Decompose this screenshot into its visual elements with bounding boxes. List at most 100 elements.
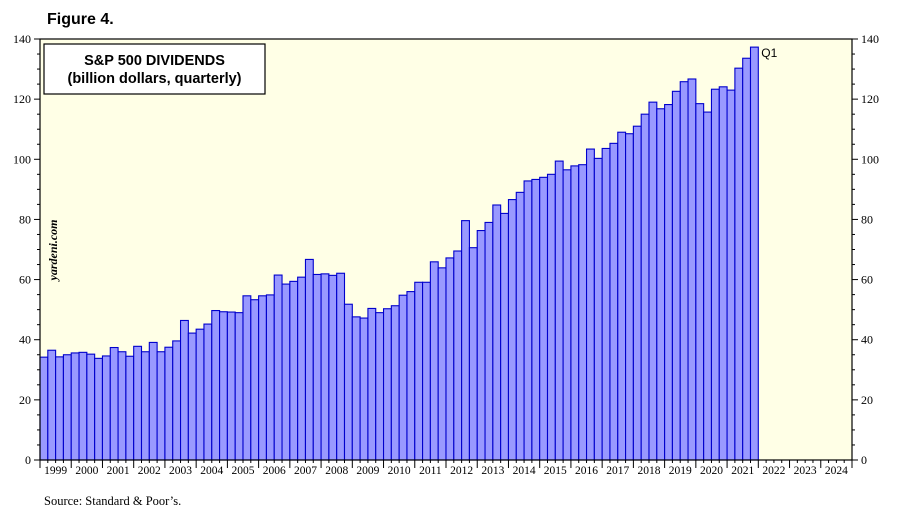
- bar: [406, 291, 416, 461]
- bar: [125, 355, 135, 461]
- y-tick-label-right: 60: [861, 273, 873, 287]
- x-tick-label-year: 1999: [44, 465, 67, 477]
- bar: [109, 346, 119, 461]
- bar: [203, 323, 213, 461]
- bar: [539, 176, 549, 461]
- bar: [523, 180, 533, 461]
- bar: [601, 147, 611, 461]
- bar: [367, 307, 377, 461]
- x-tick-label-year: 2017: [606, 465, 629, 477]
- bar: [593, 157, 603, 461]
- bar: [749, 46, 759, 461]
- bar: [632, 125, 642, 461]
- bar: [39, 356, 49, 461]
- bar: [273, 274, 283, 461]
- bar: [687, 78, 697, 461]
- bar: [133, 345, 143, 461]
- chart-subtitle: (billion dollars, quarterly): [67, 71, 241, 87]
- y-tick-label-left: 80: [19, 212, 31, 226]
- bar: [476, 230, 486, 461]
- bar: [515, 191, 525, 461]
- bar: [625, 133, 634, 461]
- bar: [156, 351, 166, 461]
- bar: [312, 273, 322, 461]
- x-tick-label-year: 2000: [75, 465, 98, 477]
- chart-title-box: S&P 500 DIVIDENDS (billion dollars, quar…: [43, 43, 266, 95]
- bar: [437, 267, 447, 461]
- bar: [640, 113, 650, 461]
- bar: [289, 280, 299, 461]
- bar: [484, 221, 494, 461]
- title-box-frame: [43, 43, 266, 95]
- bar: [500, 212, 510, 461]
- bar: [258, 295, 267, 461]
- bar: [179, 319, 189, 461]
- x-tick-label-year: 2023: [794, 465, 817, 477]
- x-tick-label-year: 2013: [481, 465, 504, 477]
- y-tick-label-right: 140: [861, 32, 879, 46]
- y-tick-label-left: 100: [13, 152, 31, 166]
- bar: [359, 317, 369, 461]
- bar: [546, 173, 556, 461]
- bar: [140, 351, 150, 461]
- y-tick-label-right: 20: [861, 393, 873, 407]
- y-tick-label-left: 0: [25, 453, 31, 467]
- bar: [55, 356, 64, 461]
- bar: [429, 261, 439, 461]
- bar: [492, 204, 502, 461]
- bar: [47, 349, 57, 461]
- bar: [695, 103, 705, 461]
- bar: [648, 101, 658, 461]
- y-tick-label-right: 100: [861, 152, 879, 166]
- bar: [445, 257, 455, 461]
- bar: [531, 178, 541, 461]
- chart-title: S&P 500 DIVIDENDS: [84, 53, 225, 69]
- y-tick-label-left: 40: [19, 333, 31, 347]
- bar: [148, 341, 158, 461]
- bar: [195, 328, 205, 461]
- bar: [742, 57, 752, 461]
- source-note: Source: Standard & Poor’s.: [44, 494, 182, 508]
- bar: [304, 258, 314, 461]
- bar: [718, 86, 728, 461]
- x-tick-label-year: 2004: [200, 465, 223, 477]
- y-tick-label-right: 120: [861, 92, 879, 106]
- bar: [554, 160, 564, 461]
- bar: [226, 311, 236, 461]
- x-tick-label-year: 2001: [107, 465, 130, 477]
- bar: [585, 148, 595, 461]
- bar: [578, 164, 588, 461]
- x-tick-label-year: 2011: [419, 465, 442, 477]
- bar: [703, 111, 713, 461]
- bar: [187, 332, 197, 461]
- bar: [375, 312, 385, 461]
- bar: [453, 250, 463, 461]
- bar: [656, 108, 666, 461]
- y-tick-label-left: 120: [13, 92, 31, 106]
- bar: [351, 316, 361, 461]
- bar: [343, 303, 353, 461]
- bar: [671, 90, 681, 461]
- y-tick-label-right: 80: [861, 212, 873, 226]
- bar: [101, 355, 111, 461]
- bar: [398, 294, 408, 461]
- x-tick-label-year: 2006: [263, 465, 286, 477]
- x-tick-label-year: 2008: [325, 465, 348, 477]
- bar: [562, 169, 572, 461]
- watermark: yardeni.com: [46, 220, 60, 283]
- figure-label: Figure 4.: [47, 11, 114, 28]
- bar: [422, 281, 431, 461]
- bar: [328, 274, 338, 461]
- x-tick-label-year: 2002: [138, 465, 161, 477]
- bar: [242, 295, 252, 461]
- bar: [726, 89, 736, 461]
- bar: [86, 353, 96, 461]
- bar: [164, 346, 174, 461]
- bar: [390, 305, 400, 461]
- y-tick-label-left: 60: [19, 273, 31, 287]
- x-tick-label-year: 2021: [731, 465, 754, 477]
- x-tick-label-year: 2003: [169, 465, 192, 477]
- x-tick-label-year: 2014: [513, 465, 536, 477]
